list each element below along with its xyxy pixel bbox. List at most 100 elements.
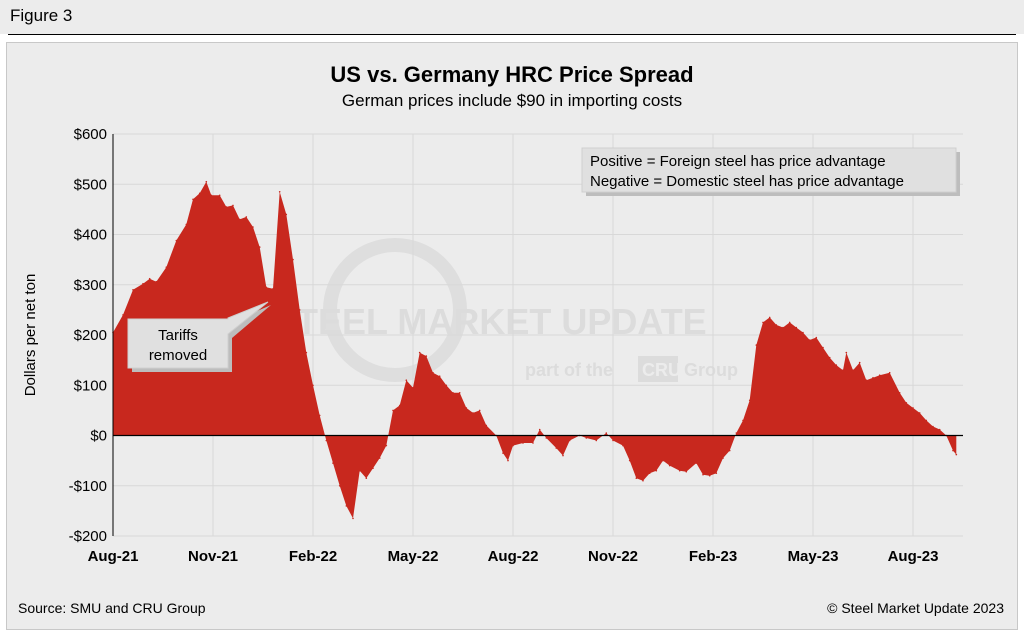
data-point (642, 479, 644, 482)
data-point (142, 282, 144, 285)
data-point (735, 432, 738, 434)
y-tick-label: $0 (90, 428, 107, 445)
data-point (775, 324, 778, 326)
data-point (545, 437, 548, 439)
data-point (185, 223, 188, 226)
data-point (742, 419, 744, 422)
data-point (955, 453, 958, 456)
x-tick-label: Aug-21 (88, 548, 139, 565)
data-point (232, 204, 234, 207)
y-tick-label: -$200 (69, 528, 107, 545)
data-point (782, 326, 784, 329)
data-point (898, 392, 901, 394)
data-point (768, 316, 771, 319)
data-point (205, 180, 208, 183)
data-point (918, 412, 921, 414)
data-point (822, 346, 824, 349)
data-point (418, 351, 421, 354)
data-point (278, 191, 281, 193)
data-point (238, 218, 241, 221)
data-point (788, 321, 791, 324)
chart-title: US vs. Germany HRC Price Spread (330, 62, 694, 87)
data-point (538, 428, 541, 431)
data-point (795, 326, 798, 329)
data-point (385, 444, 388, 447)
data-point (595, 439, 598, 442)
data-point (398, 404, 401, 407)
data-point (405, 379, 408, 382)
data-point (175, 239, 178, 242)
data-point (272, 288, 274, 290)
figure-rule (8, 34, 1016, 35)
data-point (252, 226, 254, 228)
data-point (292, 258, 294, 261)
data-point (155, 280, 158, 283)
data-point (622, 444, 624, 447)
data-point (445, 384, 448, 387)
data-point (568, 439, 571, 442)
data-point (285, 213, 288, 216)
data-point (852, 369, 854, 372)
y-tick-label: $400 (74, 227, 107, 244)
chart-subtitle: German prices include $90 in importing c… (341, 91, 683, 110)
legend-note-line2: Negative = Domestic steel has price adva… (590, 173, 904, 190)
data-point (905, 402, 908, 404)
data-point (728, 449, 731, 452)
data-point (585, 437, 588, 439)
data-point (338, 485, 341, 487)
x-tick-label: May-22 (388, 548, 439, 565)
data-point (685, 470, 688, 473)
data-point (425, 355, 428, 357)
data-point (332, 462, 334, 464)
data-point (722, 457, 724, 459)
data-point (842, 369, 844, 372)
data-point (325, 439, 328, 442)
data-point (912, 407, 914, 409)
data-point (678, 469, 681, 472)
watermark-logo: CRU (642, 360, 681, 380)
data-point (305, 351, 308, 354)
data-point (655, 469, 658, 472)
data-point (122, 314, 124, 316)
data-point (715, 472, 718, 475)
data-point (225, 206, 228, 208)
data-point (258, 246, 261, 248)
watermark-title: STEEL MARKET UPDATE (272, 301, 707, 342)
data-point (392, 409, 394, 412)
data-point (465, 407, 468, 409)
data-point (708, 474, 711, 477)
y-axis-label: Dollars per net ton (22, 274, 39, 397)
data-point (562, 454, 564, 457)
data-point (858, 361, 861, 364)
tariffs-callout: Tariffs removed (127, 301, 271, 372)
y-tick-label: $600 (74, 126, 107, 143)
data-point (502, 452, 504, 454)
x-tick-label: Nov-21 (188, 548, 238, 565)
figure-header-bar (0, 0, 1024, 34)
legend-note-box (581, 147, 957, 193)
watermark-ring (323, 238, 467, 382)
data-point (132, 289, 134, 291)
data-point (612, 439, 614, 442)
data-point (828, 356, 831, 359)
data-point (532, 442, 534, 444)
data-point (605, 432, 608, 434)
data-point (298, 309, 301, 311)
data-point (507, 459, 509, 462)
data-point (925, 419, 928, 422)
data-point (845, 351, 848, 354)
data-point (628, 459, 631, 462)
data-point (245, 216, 248, 218)
y-tick-label: -$100 (69, 478, 107, 495)
callout-box (127, 301, 269, 369)
data-point (478, 409, 481, 412)
x-tick-label: Feb-23 (689, 548, 737, 565)
x-tick-label: Aug-23 (888, 548, 939, 565)
data-point (358, 469, 361, 472)
data-point (198, 192, 201, 195)
x-tick-label: Nov-22 (588, 548, 638, 565)
data-point (865, 379, 868, 382)
data-point (872, 376, 874, 379)
data-point (835, 364, 838, 366)
